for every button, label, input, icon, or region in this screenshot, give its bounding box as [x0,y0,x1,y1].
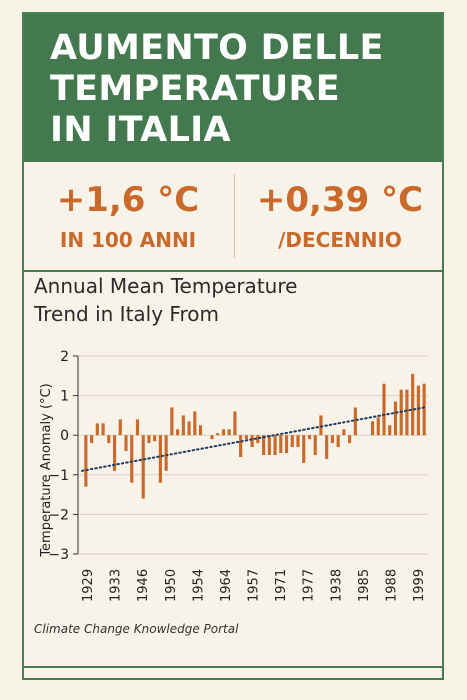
stats-divider [234,174,235,258]
temperature-bar [239,435,243,457]
temperature-bar [307,435,312,440]
x-tick-label: 1999 [412,569,427,602]
temperature-bar [124,435,128,452]
temperature-bar [153,435,157,442]
temperature-bar [221,429,226,436]
temperature-bar [325,435,329,459]
y-tick-label: 2 [60,349,69,365]
temperature-bar [382,383,386,436]
x-tick-label: 1946 [136,569,151,602]
x-tick-label: 1929 [81,569,96,602]
temperature-bar [342,429,346,436]
header-title-line-3: IN ITALIA [50,110,231,150]
temperature-bar [176,429,180,436]
temperature-bar [164,435,168,471]
temperature-bar [330,435,334,444]
temperature-bar [422,383,426,436]
temperature-bar [181,415,185,436]
temperature-bar [256,435,260,444]
stat-century: +1,6 °C IN 100 ANNI [24,180,232,254]
stat-decade-value: +0,39 °C [256,180,424,220]
stat-decade: +0,39 °C /DECENNIO [236,180,444,254]
x-tick-label: 1938 [329,569,344,602]
temperature-bar [348,435,352,444]
temperature-bar [227,429,231,436]
y-axis-label: Temperature Anomaly (°C) [39,383,54,557]
chart-title: Annual Mean Temperature Trend in Italy F… [34,272,297,328]
stats-panel: +1,6 °C IN 100 ANNI +0,39 °C /DECENNIO [24,162,442,272]
temperature-bar [273,435,277,455]
header-banner: AUMENTO DELLE TEMPERATURE IN ITALIA [24,14,442,162]
temperature-bar [267,435,271,455]
temperature-bar [187,421,191,436]
x-tick-label: 1957 [247,569,262,602]
temperature-bar [198,425,203,436]
temperature-bar [302,435,306,463]
temperature-bar [130,435,134,483]
source-credit: Climate Change Knowledge Portal [34,622,239,636]
temperature-bar [95,423,99,436]
chart-title-line-2: Trend in Italy From [34,302,219,326]
x-tick-label: 1977 [302,569,317,602]
trend-line [81,406,425,472]
y-tick-label: 1 [60,389,69,405]
temperature-bar [376,417,380,436]
y-tick-label: −1 [48,468,69,484]
stat-decade-label: /DECENNIO [278,228,402,252]
temperature-bar [141,435,145,499]
temperature-bar [296,435,300,448]
x-tick-label: 1988 [384,569,399,602]
stat-century-value: +1,6 °C [56,180,200,220]
header-title-line-1: AUMENTO DELLE [50,28,384,68]
temperature-bar [101,423,105,436]
temperature-bar [210,435,214,440]
temperature-bar [370,421,375,436]
temperature-bar [411,373,415,436]
x-tick-label: 1964 [219,569,234,602]
temperature-bar [405,389,409,436]
temperature-bar [90,435,94,444]
temperature-bar [279,435,283,454]
temperature-bar [170,407,174,436]
temperature-bar [416,385,420,436]
x-tick-label: 1950 [164,569,179,602]
temperature-bar [193,411,197,436]
footer-rule [24,666,442,668]
x-tick-label: 1954 [191,569,206,602]
temperature-bar [84,435,88,487]
temperature-bar [135,419,140,436]
temperature-bar [336,435,340,448]
stat-century-label: IN 100 ANNI [59,228,197,252]
temperature-bar [244,435,248,440]
temperature-bar [284,435,289,454]
temperature-bar [262,435,266,455]
temperature-bar [290,435,294,448]
y-tick-label: −2 [48,507,69,523]
temperature-bar [216,433,220,436]
y-tick-label: −3 [48,547,69,563]
temperature-bar [107,435,111,444]
temperature-bar [158,435,162,483]
x-tick-label: 1933 [109,569,124,602]
infographic-frame: AUMENTO DELLE TEMPERATURE IN ITALIA +1,6… [22,12,444,680]
temperature-bar [147,435,151,444]
x-tick-label: 1985 [357,569,372,602]
temperature-bar [112,435,117,471]
x-tick-label: 1971 [274,569,289,602]
temperature-bar [250,435,254,448]
temperature-bar [313,435,317,455]
temperature-bar [233,411,237,436]
temperature-bar [353,407,357,436]
chart-title-line-1: Annual Mean Temperature [34,274,298,298]
temperature-bar [393,401,398,436]
header-title-line-2: TEMPERATURE [50,69,340,109]
temperature-bar [118,419,122,436]
temperature-bar [319,415,323,436]
temperature-bar [388,425,392,436]
y-tick-label: 0 [60,428,69,444]
